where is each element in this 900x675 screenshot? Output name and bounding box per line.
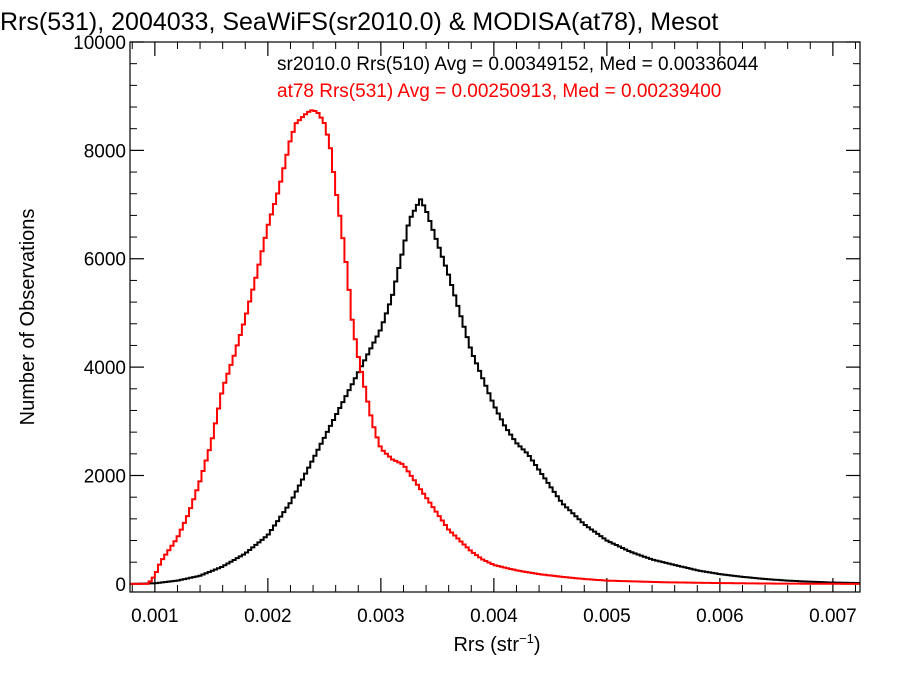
- x-tick-label: 0.007: [809, 606, 857, 627]
- legend-entry-black: sr2010.0 Rrs(510) Avg = 0.00349152, Med …: [277, 54, 759, 75]
- plot-frame: [129, 41, 861, 593]
- x-axis-label-main: Rrs (str: [453, 634, 519, 656]
- x-tick-label: 0.005: [583, 606, 631, 627]
- plot-lines: [130, 109, 860, 585]
- series-line-black: [130, 198, 860, 585]
- series-line-red: [130, 109, 860, 585]
- chart-title: Rrs(531), 2004033, SeaWiFS(sr2010.0) & M…: [0, 8, 718, 36]
- x-tick-label: 0.001: [131, 606, 179, 627]
- legend-entry-red: at78 Rrs(531) Avg = 0.00250913, Med = 0.…: [277, 81, 721, 102]
- x-axis-label-sup: −1: [519, 631, 534, 646]
- y-tick-label: 0: [115, 575, 126, 596]
- y-tick-label: 4000: [84, 358, 126, 379]
- x-tick-label: 0.002: [244, 606, 292, 627]
- x-tick-label: 0.003: [357, 606, 405, 627]
- x-axis-ticks: 0.001 0.002 0.003 0.004 0.005 0.006 0.007: [131, 42, 857, 627]
- y-tick-label: 6000: [84, 250, 126, 271]
- x-axis-label-close: ): [534, 634, 541, 656]
- y-axis-ticks: 0 2000 4000 6000 8000 10000: [73, 33, 860, 596]
- y-tick-label: 10000: [73, 33, 126, 54]
- y-axis-label: Number of Observations: [17, 209, 39, 426]
- x-tick-label: 0.004: [470, 606, 518, 627]
- y-tick-label: 8000: [84, 141, 126, 162]
- x-axis-label: Rrs (str−1): [453, 631, 540, 656]
- x-tick-label: 0.006: [696, 606, 744, 627]
- y-tick-label: 2000: [84, 466, 126, 487]
